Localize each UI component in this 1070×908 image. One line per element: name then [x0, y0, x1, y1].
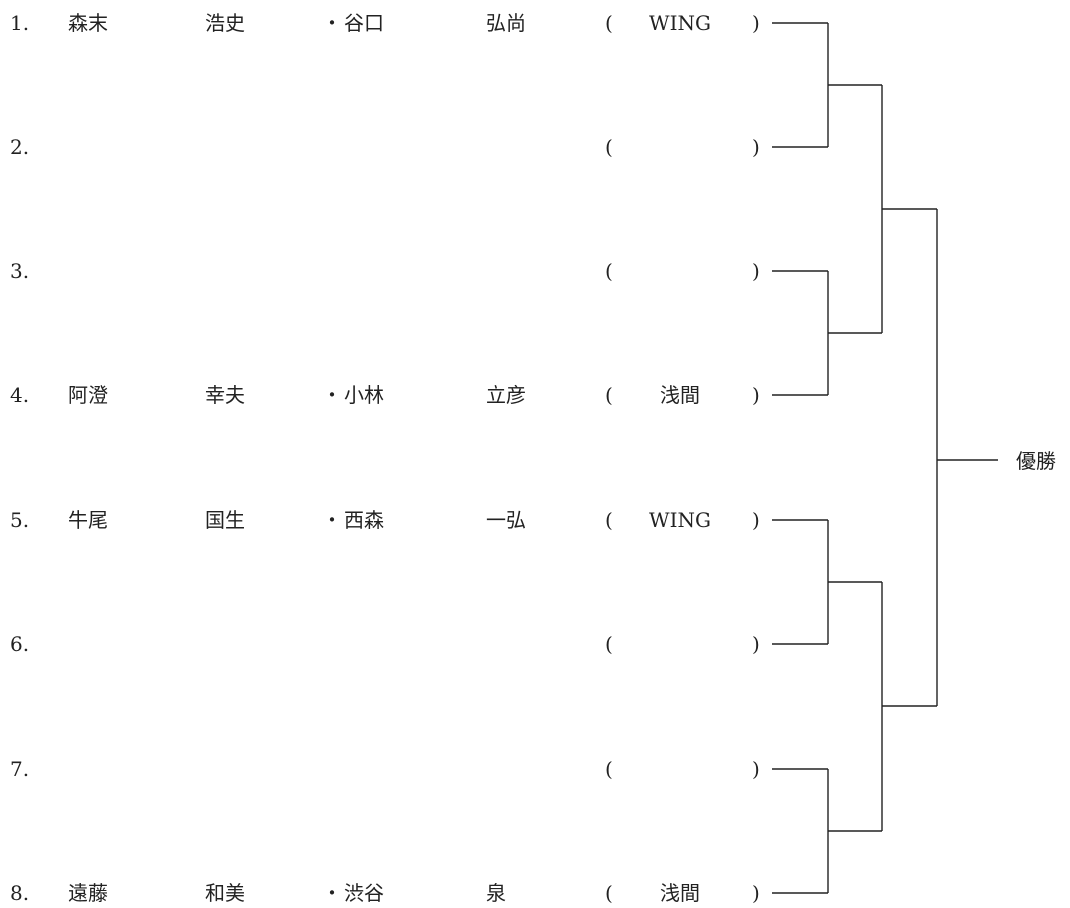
entry-row: 7. () — [0, 754, 800, 784]
club-close-paren: ) — [752, 383, 760, 407]
club-close-paren: ) — [752, 757, 760, 781]
club-close-paren: ) — [752, 135, 760, 159]
player2-given-name: 一弘 — [486, 508, 526, 532]
club-close-paren: ) — [752, 259, 760, 283]
entry-number: 1. — [10, 11, 30, 35]
entry-row: 8. 遠藤 和美 ・渋谷 泉 ( 浅間) — [0, 878, 800, 908]
player2-surname: 西森 — [344, 508, 384, 532]
club-open-paren: ( — [605, 632, 613, 656]
entry-row: 5. 牛尾 国生 ・西森 一弘 ( WING) — [0, 505, 800, 535]
entry-number: 4. — [10, 383, 30, 407]
player2-given-name: 立彦 — [486, 383, 526, 407]
entry-row: 2. () — [0, 132, 800, 162]
club-close-paren: ) — [752, 508, 760, 532]
club-close-paren: ) — [752, 881, 760, 905]
entry-number: 7. — [10, 757, 30, 781]
pair-separator: ・ — [322, 383, 342, 407]
player2-given-name: 弘尚 — [486, 11, 526, 35]
club-close-paren: ) — [752, 11, 760, 35]
club-open-paren: ( — [605, 383, 613, 407]
player2-surname: 谷口 — [344, 11, 384, 35]
player2-surname: 小林 — [344, 383, 384, 407]
club-name: 浅間 — [660, 881, 700, 905]
entry-row: 1. 森末 浩史 ・谷口 弘尚 ( WING) — [0, 8, 800, 38]
entry-number: 2. — [10, 135, 30, 159]
pair-separator: ・ — [322, 508, 342, 532]
player1-surname: 遠藤 — [68, 881, 108, 905]
player1-surname: 阿澄 — [68, 383, 108, 407]
club-name: WING — [649, 508, 711, 532]
club-open-paren: ( — [605, 757, 613, 781]
club-close-paren: ) — [752, 632, 760, 656]
club-open-paren: ( — [605, 881, 613, 905]
club-open-paren: ( — [605, 135, 613, 159]
pair-separator: ・ — [322, 11, 342, 35]
player2-surname: 渋谷 — [344, 881, 384, 905]
player1-given-name: 国生 — [205, 508, 245, 532]
entry-row: 3. () — [0, 256, 800, 286]
entry-row: 6. () — [0, 629, 800, 659]
player1-given-name: 浩史 — [205, 11, 245, 35]
entry-number: 6. — [10, 632, 30, 656]
club-open-paren: ( — [605, 259, 613, 283]
player1-surname: 牛尾 — [68, 508, 108, 532]
club-open-paren: ( — [605, 508, 613, 532]
player2-given-name: 泉 — [486, 881, 506, 905]
player1-surname: 森末 — [68, 11, 108, 35]
player1-given-name: 和美 — [205, 881, 245, 905]
entry-number: 3. — [10, 259, 30, 283]
entry-number: 5. — [10, 508, 30, 532]
club-name: WING — [649, 11, 711, 35]
club-name: 浅間 — [660, 383, 700, 407]
winner-label: 優勝 — [1016, 449, 1056, 473]
pair-separator: ・ — [322, 881, 342, 905]
entry-row: 4. 阿澄 幸夫 ・小林 立彦 ( 浅間) — [0, 380, 800, 410]
entry-number: 8. — [10, 881, 30, 905]
player1-given-name: 幸夫 — [205, 383, 245, 407]
club-open-paren: ( — [605, 11, 613, 35]
